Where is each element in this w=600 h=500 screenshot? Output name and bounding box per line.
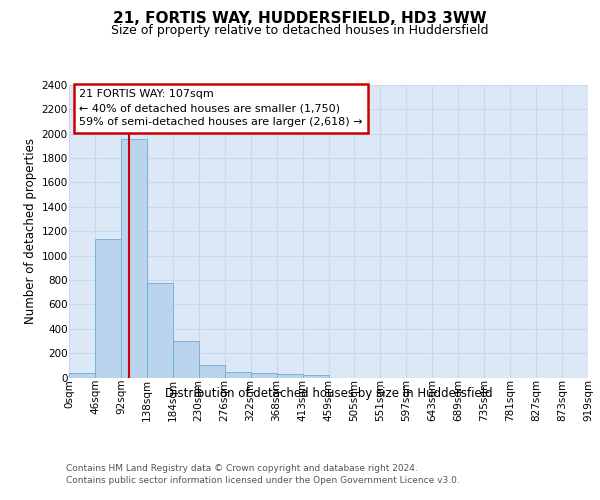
- Bar: [199, 366, 224, 378]
- Bar: [225, 372, 251, 378]
- Text: Contains HM Land Registry data © Crown copyright and database right 2024.: Contains HM Land Registry data © Crown c…: [66, 464, 418, 473]
- Bar: [121, 138, 147, 378]
- Bar: [95, 238, 121, 378]
- Text: Distribution of detached houses by size in Huddersfield: Distribution of detached houses by size …: [165, 388, 493, 400]
- Bar: [173, 341, 199, 378]
- Y-axis label: Number of detached properties: Number of detached properties: [24, 138, 37, 324]
- Text: 21 FORTIS WAY: 107sqm
← 40% of detached houses are smaller (1,750)
59% of semi-d: 21 FORTIS WAY: 107sqm ← 40% of detached …: [79, 90, 363, 128]
- Bar: [251, 372, 277, 378]
- Text: Size of property relative to detached houses in Huddersfield: Size of property relative to detached ho…: [111, 24, 489, 37]
- Text: Contains public sector information licensed under the Open Government Licence v3: Contains public sector information licen…: [66, 476, 460, 485]
- Bar: [302, 375, 329, 378]
- Bar: [69, 373, 95, 378]
- Text: 21, FORTIS WAY, HUDDERSFIELD, HD3 3WW: 21, FORTIS WAY, HUDDERSFIELD, HD3 3WW: [113, 11, 487, 26]
- Bar: [277, 374, 302, 378]
- Bar: [147, 283, 173, 378]
